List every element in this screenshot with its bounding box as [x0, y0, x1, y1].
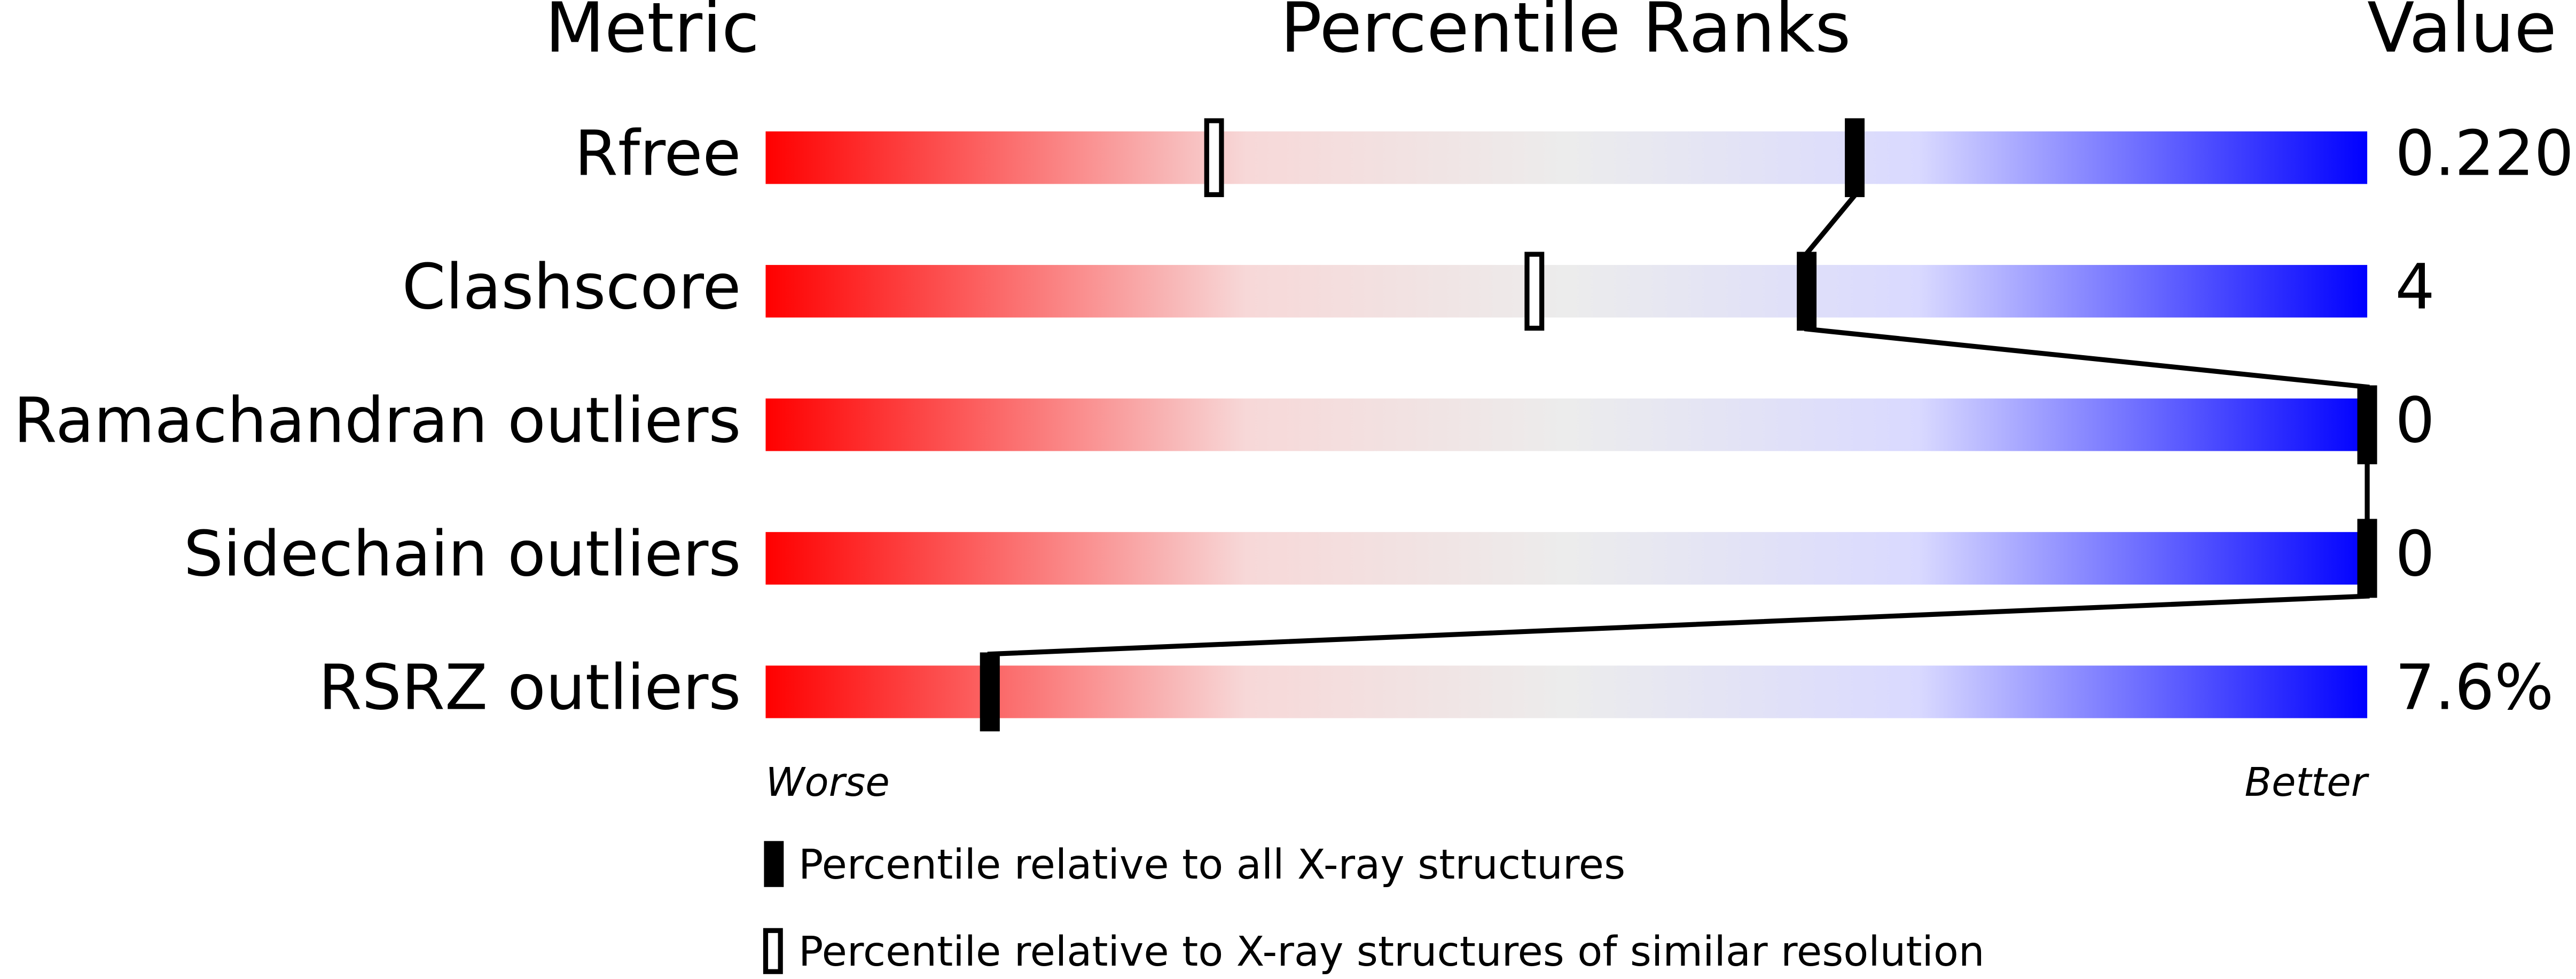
- gradient-bar: [765, 532, 2368, 585]
- absolute-marker: [1797, 252, 1817, 331]
- absolute-marker: [2357, 385, 2377, 465]
- header-metric: Metric: [545, 0, 760, 68]
- value-label: 0: [2395, 385, 2434, 457]
- gradient-bar: [765, 265, 2368, 318]
- metric-label: Rfree: [575, 117, 741, 190]
- gradient-bar: [765, 131, 2368, 184]
- value-label: 4: [2395, 251, 2434, 324]
- relative-marker: [1524, 252, 1545, 331]
- legend-label: Percentile relative to all X-ray structu…: [798, 841, 1625, 889]
- legend-swatch: [764, 841, 784, 887]
- gradient-bar: [765, 398, 2368, 451]
- absolute-marker: [2357, 519, 2377, 598]
- gradient-bar: [765, 665, 2368, 718]
- relative-marker: [1204, 118, 1224, 198]
- absolute-marker: [1845, 118, 1865, 198]
- header-ranks: Percentile Ranks: [1280, 0, 1851, 68]
- worse-label: Worse: [765, 759, 889, 805]
- value-label: 0.220: [2395, 117, 2574, 190]
- metric-label: Ramachandran outliers: [13, 385, 741, 457]
- header-value: Value: [2367, 0, 2557, 68]
- legend-swatch: [763, 928, 783, 974]
- legend-label: Percentile relative to X-ray structures …: [798, 928, 1985, 976]
- absolute-marker: [980, 652, 1000, 732]
- metric-label: Clashscore: [402, 251, 741, 324]
- value-label: 0: [2395, 518, 2434, 591]
- metric-label: RSRZ outliers: [318, 652, 741, 724]
- value-label: 7.6%: [2395, 652, 2554, 724]
- better-label: Better: [2244, 759, 2369, 805]
- metric-label: Sidechain outliers: [184, 518, 741, 591]
